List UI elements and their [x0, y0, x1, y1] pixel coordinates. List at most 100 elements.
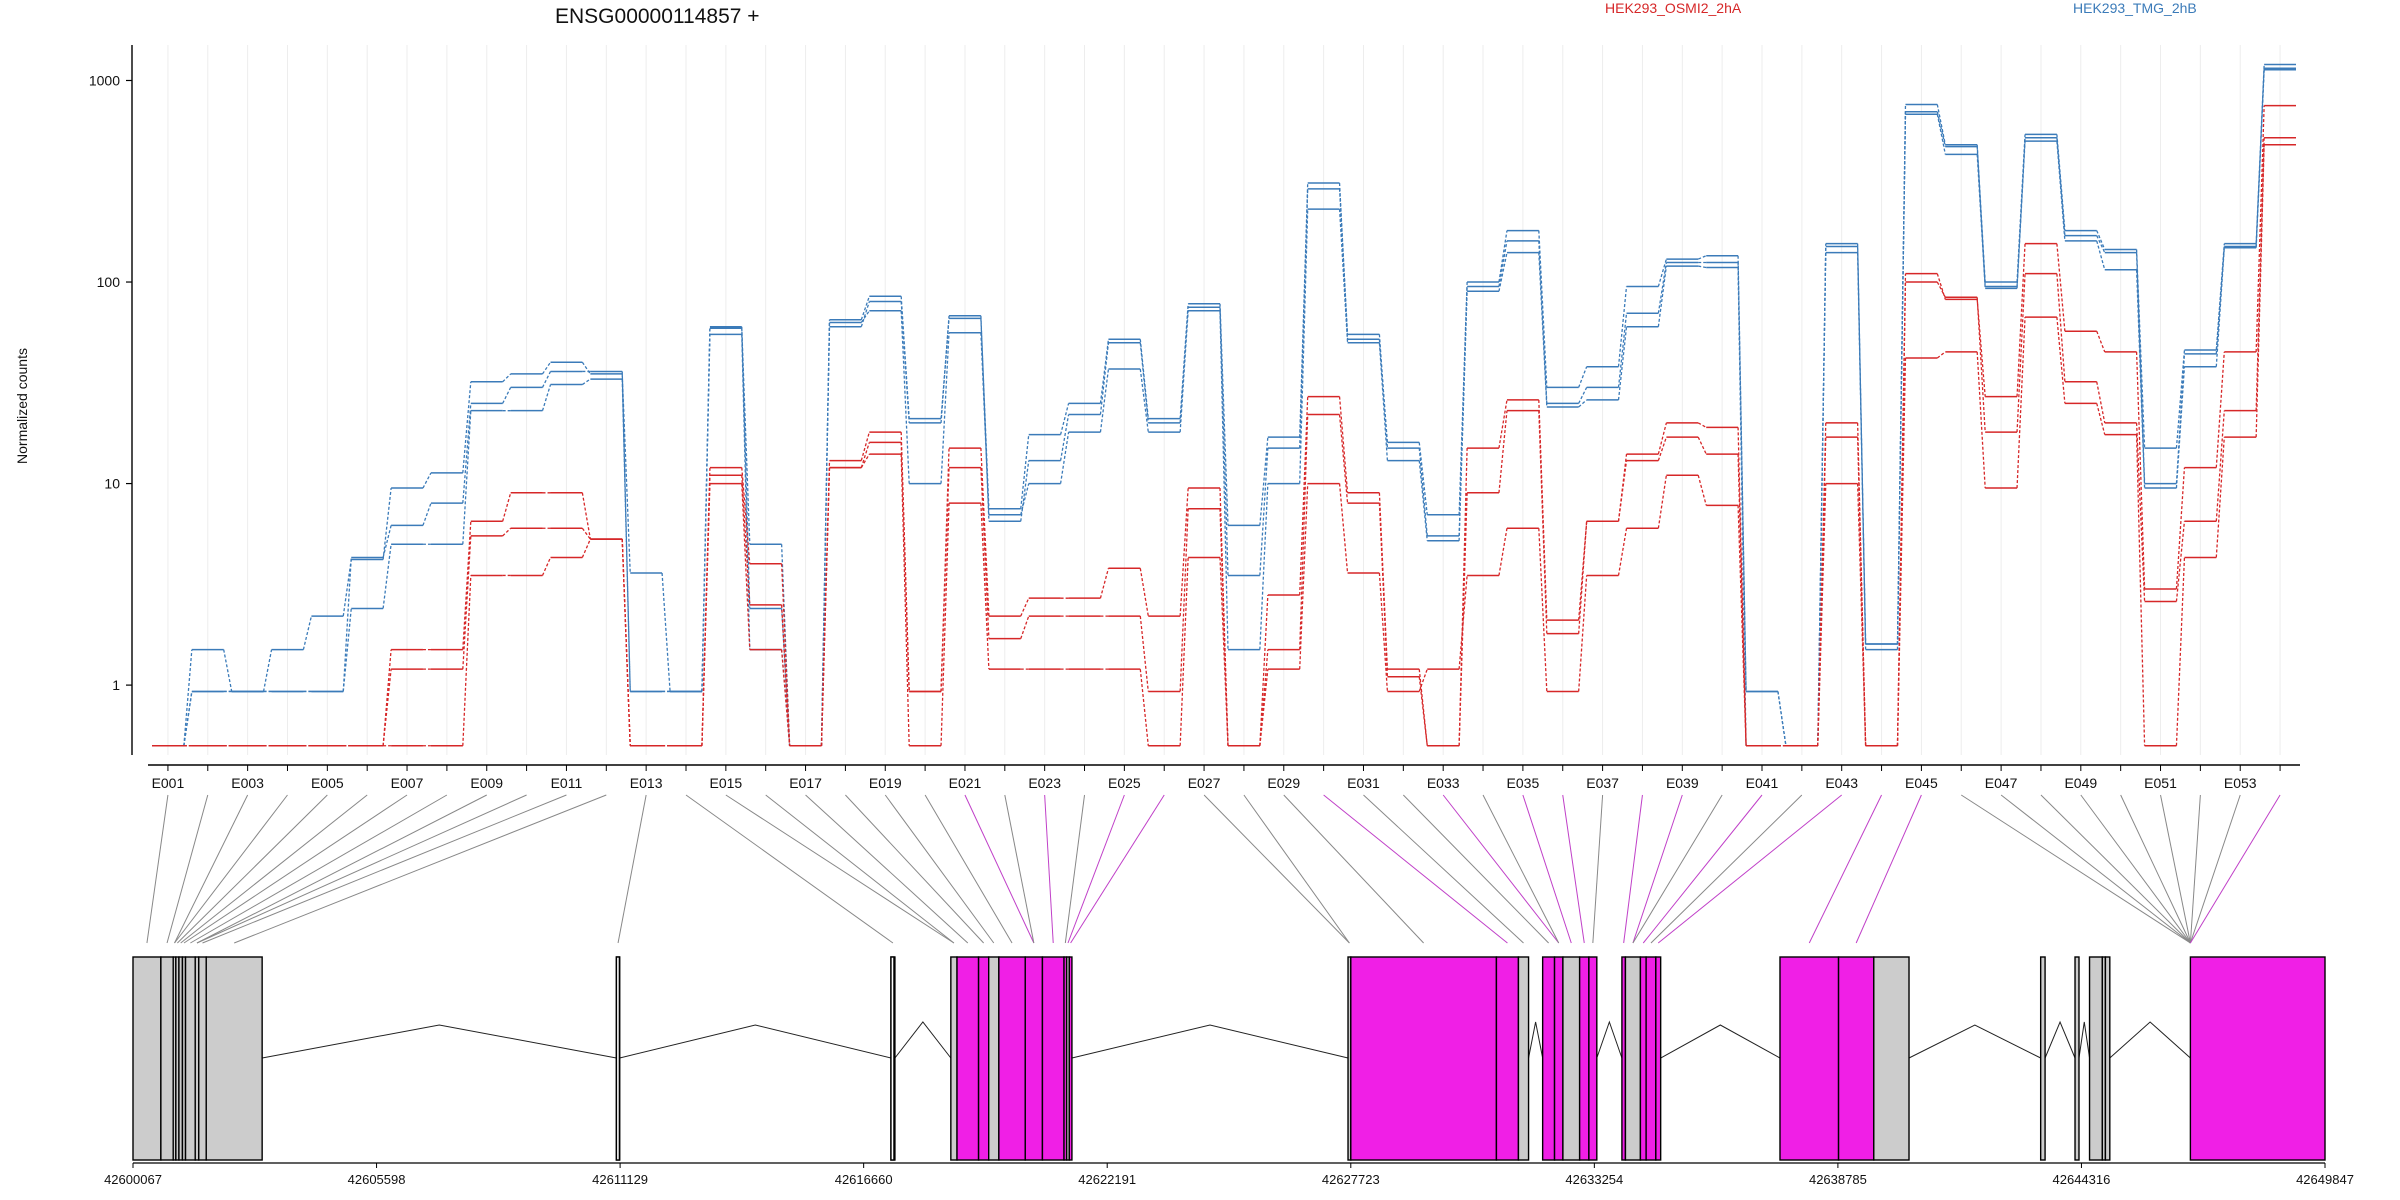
- exon-connector: [765, 794, 955, 944]
- gene-model: [132, 956, 2326, 1161]
- exon-block: [160, 956, 174, 1161]
- exon-connector: [180, 794, 368, 944]
- exon-block: [1624, 956, 1642, 1161]
- y-axis-label: Normalized counts: [14, 348, 30, 464]
- exon-block: [1517, 956, 1530, 1161]
- exon-block: [205, 956, 263, 1161]
- exon-block: [2039, 956, 2046, 1161]
- intron: [2078, 1021, 2091, 1059]
- x-tick-label: E039: [1666, 775, 1699, 791]
- x-tick-label: E027: [1188, 775, 1221, 791]
- exon-connector: [1632, 794, 1723, 944]
- exon-block: [1779, 956, 1840, 1161]
- exon-connector: [725, 794, 955, 944]
- exon-connector: [1642, 794, 1763, 944]
- exon-connector: [174, 794, 249, 944]
- exon-connector: [146, 794, 169, 944]
- exon-block: [1578, 956, 1590, 1161]
- vertical-gridlines: [167, 45, 2281, 755]
- exon-connector: [1363, 794, 1524, 944]
- coord-tick-label: 42611129: [592, 1172, 648, 1187]
- intron: [1071, 1024, 1349, 1059]
- exon-connector: [234, 794, 607, 944]
- exon-block: [1645, 956, 1657, 1161]
- exon-connector: [1044, 794, 1054, 944]
- exon-connector: [2160, 794, 2191, 944]
- exon-connector: [190, 794, 448, 944]
- x-tick-label: E037: [1586, 775, 1619, 791]
- exon-connector: [685, 794, 894, 944]
- x-tick-label: E019: [869, 775, 902, 791]
- series-connector: [183, 137, 2265, 747]
- exon-connector: [174, 794, 288, 944]
- series-6-HEK293_OSMI2_2hA: [152, 143, 2296, 747]
- legend-entry-tmg: HEK293_TMG_2hB: [2073, 0, 2197, 16]
- legend-entry-osmi2: HEK293_OSMI2_2hA: [1605, 0, 1742, 16]
- exon-connector: [1283, 794, 1424, 944]
- x-tick-label: E041: [1746, 775, 1779, 791]
- exon-block: [1553, 956, 1564, 1161]
- exon-block: [890, 956, 895, 1161]
- series-connector: [183, 144, 2265, 747]
- coord-tick-label: 42605598: [348, 1172, 406, 1187]
- x-tick-label: E035: [1507, 775, 1540, 791]
- exon-connector: [1482, 794, 1560, 944]
- exon-connector: [1960, 794, 2191, 944]
- coord-tick-label: 42600067: [104, 1172, 162, 1187]
- exon-connector: [1562, 794, 1585, 944]
- exon-connector: [196, 794, 487, 944]
- series-1-HEK293_TMG_2hB: [152, 63, 2296, 747]
- exon-block: [1562, 956, 1581, 1161]
- exon-block: [2104, 956, 2111, 1161]
- exon-connector: [884, 794, 995, 944]
- x-tick-label: E033: [1427, 775, 1460, 791]
- intron: [894, 1021, 952, 1059]
- exon-block: [184, 956, 196, 1161]
- x-tick-label: E051: [2144, 775, 2177, 791]
- x-tick-label: E023: [1028, 775, 1061, 791]
- x-tick-label: E009: [470, 775, 503, 791]
- exon-block: [1495, 956, 1520, 1161]
- y-axis: 1 10 100 1000: [89, 45, 133, 755]
- intron: [2044, 1020, 2076, 1059]
- exon-connector: [2120, 794, 2191, 944]
- exon-block: [977, 956, 990, 1161]
- exon-connector: [1203, 794, 1350, 944]
- x-tick-label: E003: [231, 775, 264, 791]
- exon-connector: [805, 794, 969, 944]
- exon-connector: [166, 794, 209, 944]
- exon-block: [1024, 956, 1044, 1161]
- exon-block: [198, 956, 207, 1161]
- intron: [1908, 1024, 2041, 1059]
- coord-tick-label: 42644316: [2053, 1172, 2111, 1187]
- exon-block: [1588, 956, 1598, 1161]
- exon-connector: [617, 794, 647, 944]
- exon-connector: [177, 794, 328, 944]
- x-tick-label: E001: [152, 775, 185, 791]
- coord-tick-label: 42649847: [2296, 1172, 2354, 1187]
- x-tick-label: E049: [2064, 775, 2097, 791]
- y-tick-label: 100: [97, 274, 121, 290]
- exon-connector: [845, 794, 985, 944]
- exon-connector: [1067, 794, 1125, 944]
- intron: [1528, 1021, 1544, 1059]
- genomic-coordinate-axis: 42600067 42605598 42611129 42616660 42622191…: [104, 1162, 2354, 1187]
- intron: [1596, 1020, 1623, 1059]
- exon-connector: [1632, 794, 1683, 944]
- exon-block: [1068, 956, 1073, 1161]
- exon-connectors: [146, 794, 2281, 944]
- coord-tick-label: 42622191: [1078, 1172, 1136, 1187]
- x-axis: E001 E003 E005 E007 E009 E011 E013 E015 E017 E019…: [148, 764, 2300, 791]
- exon-block: [988, 956, 1000, 1161]
- intron: [262, 1024, 617, 1059]
- exon-block: [2088, 956, 2104, 1161]
- exon-connector: [1004, 794, 1035, 944]
- exon-connector: [2189, 794, 2281, 944]
- x-tick-label: E007: [391, 775, 424, 791]
- coord-tick-label: 42616660: [835, 1172, 893, 1187]
- exon-block: [1541, 956, 1556, 1161]
- exon-connector: [924, 794, 1013, 944]
- exon-connector: [1592, 794, 1604, 944]
- x-tick-label: E031: [1347, 775, 1380, 791]
